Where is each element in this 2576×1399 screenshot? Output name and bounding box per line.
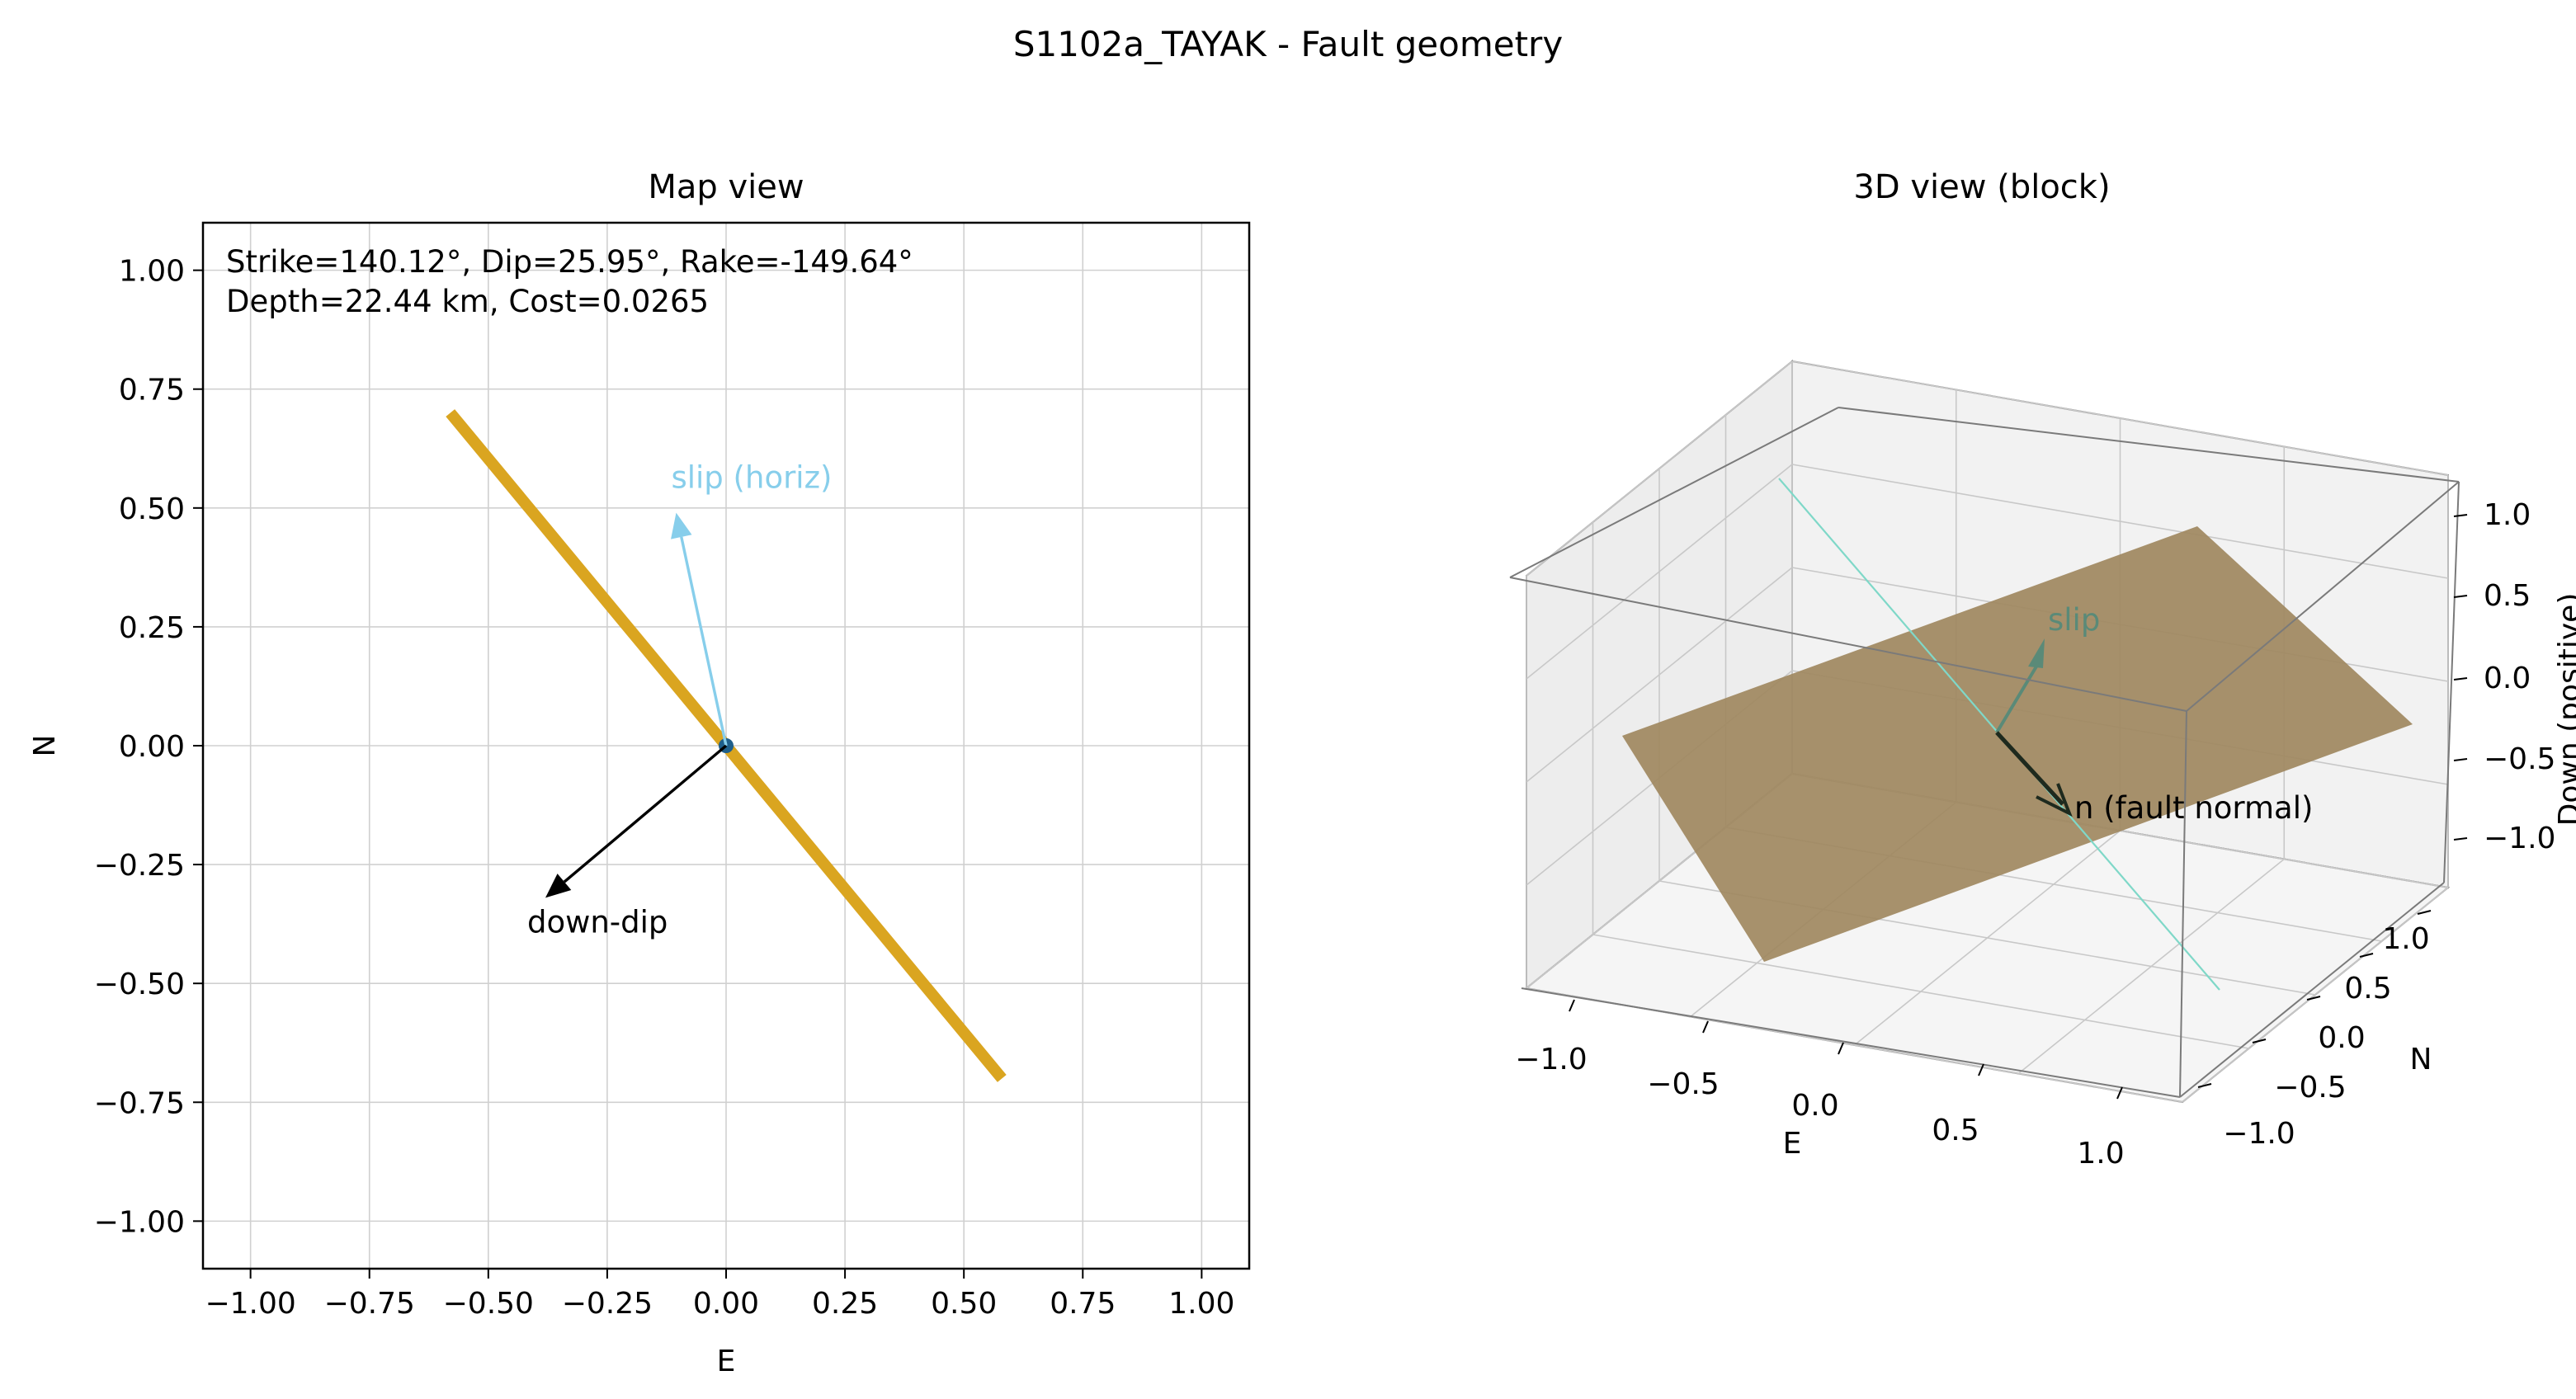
3d-y-tick — [2252, 1039, 2267, 1043]
map-x-tick-label: 0.25 — [812, 1287, 878, 1321]
3d-y-label: N — [2410, 1043, 2432, 1076]
map-x-tick-label: 1.00 — [1168, 1287, 1234, 1321]
down-dip-arrowhead — [545, 874, 572, 898]
3d-y-tick-label: −0.5 — [2274, 1071, 2346, 1105]
map-x-tick-label: 0.75 — [1050, 1287, 1116, 1321]
3d-z-tick-label: 0.5 — [2484, 579, 2531, 613]
map-ticks: −1.00 −0.75 −0.50 −0.25 0.00 0.25 0.50 0.75 1.00… — [94, 255, 1235, 1321]
3d-marks: slip n (fault normal) — [1509, 407, 2460, 1098]
map-axes-frame — [201, 221, 1251, 1270]
3d-y-tick-label: −1.0 — [2223, 1117, 2295, 1151]
map-y-label: N — [28, 735, 62, 757]
3d-gridline — [1791, 464, 2449, 579]
3d-x-tick-label: 0.0 — [1791, 1089, 1838, 1123]
3d-gridline — [1526, 464, 1793, 680]
3d-z-tick — [2453, 677, 2468, 681]
3d-x-tick — [1569, 999, 1575, 1012]
map-info-line-2: Depth=22.44 km, Cost=0.0265 — [226, 284, 709, 319]
3d-z-tick-label: −0.5 — [2484, 742, 2555, 776]
slip-vector — [1995, 665, 2038, 734]
slip-vector-label: slip — [2048, 602, 2100, 638]
map-info-line-1: Strike=140.12°, Dip=25.95°, Rake=-149.64… — [226, 244, 913, 280]
3d-y-tick-label: 0.5 — [2344, 972, 2391, 1006]
3d-z-tick-label: 0.0 — [2484, 662, 2531, 695]
map-x-tick-label: −1.00 — [205, 1287, 295, 1321]
map-x-tick-label: −0.25 — [562, 1287, 653, 1321]
3d-gridline — [2017, 858, 2285, 1075]
3d-box-edge — [2443, 481, 2460, 883]
3d-y-tick — [2417, 910, 2432, 915]
normal-vector-head — [2036, 783, 2073, 817]
3d-gridline — [2182, 887, 2449, 1103]
3d-box-edge — [2179, 882, 2445, 1098]
map-x-tick-label: 0.50 — [931, 1287, 997, 1321]
map-y-tick-label: −1.00 — [94, 1205, 185, 1239]
3d-y-tick — [2359, 953, 2374, 958]
3d-x-tick — [1702, 1020, 1709, 1034]
map-x-tick-label: −0.75 — [324, 1287, 415, 1321]
map-y-tick-label: 0.50 — [119, 492, 185, 526]
3d-z-tick — [2453, 758, 2468, 761]
map-view-panel: Map view −1.00 −0.75 −0.50 −0.25 0.00 0.25 0.5… — [28, 168, 1251, 1378]
down-dip-arrow — [563, 744, 728, 883]
3d-view-panel: 3D view (block) slip n (fault normal) −1.… — [1509, 168, 2576, 1171]
3d-z-tick — [2453, 837, 2468, 841]
3d-gridline — [1526, 567, 1793, 783]
3d-y-tick — [2306, 996, 2321, 1001]
3d-box-edge — [2179, 710, 2187, 1098]
slip-horiz-label: slip (horiz) — [671, 460, 832, 496]
3d-x-tick — [2116, 1086, 2123, 1100]
3d-z-tick — [2453, 595, 2468, 598]
3d-y-tick — [2197, 1083, 2212, 1088]
map-y-tick-label: −0.25 — [94, 849, 185, 883]
down-dip-label: down-dip — [527, 904, 668, 940]
map-y-tick-label: 0.00 — [119, 730, 185, 764]
3d-box-edge — [1838, 407, 2460, 483]
map-y-tick-label: −0.50 — [94, 968, 185, 1001]
3d-box-edge — [1509, 407, 1839, 578]
fault-plane — [1622, 526, 2413, 962]
map-y-tick-label: −0.75 — [94, 1086, 185, 1120]
slip-horiz-arrow — [680, 536, 728, 747]
3d-x-tick-label: −0.5 — [1647, 1067, 1719, 1101]
3d-x-tick — [1978, 1063, 1984, 1076]
map-x-tick-label: −0.50 — [443, 1287, 534, 1321]
3d-y-tick-label: 0.0 — [2318, 1021, 2365, 1055]
map-y-tick-label: 1.00 — [119, 255, 185, 289]
3d-z-tick-label: 1.0 — [2484, 498, 2531, 532]
3d-gridline — [1791, 360, 2449, 476]
slip-vector-head — [2028, 638, 2045, 668]
figure-title: S1102a_TAYAK - Fault geometry — [1013, 24, 1563, 64]
normal-vector-label: n (fault normal) — [2074, 790, 2313, 826]
map-marks: slip (horiz) down-dip — [446, 409, 1007, 1082]
3d-z-tick-label: −1.0 — [2484, 822, 2555, 855]
3d-gridline — [1526, 360, 1793, 577]
3d-x-label: E — [1783, 1127, 1802, 1161]
3d-box-edge — [2186, 481, 2460, 712]
slip-horiz-arrowhead — [671, 512, 692, 539]
3d-x-tick-label: 0.5 — [1932, 1114, 1979, 1147]
map-x-tick-label: 0.00 — [693, 1287, 759, 1321]
3d-view-title: 3D view (block) — [1853, 168, 2110, 206]
3d-ticks: −1.0 −0.5 0.0 0.5 1.0 −1.0 −0.5 0.0 0.5 1.0 −1.0 −0… — [1515, 498, 2555, 1171]
3d-box-edge — [1521, 987, 2181, 1098]
map-view-title: Map view — [648, 168, 804, 206]
3d-z-label: Down (positive) — [2553, 593, 2576, 827]
3d-z-tick — [2453, 514, 2468, 517]
3d-x-tick-label: −1.0 — [1515, 1043, 1587, 1076]
map-y-tick-label: 0.75 — [119, 374, 185, 407]
3d-x-tick — [1838, 1042, 1844, 1055]
map-y-tick-label: 0.25 — [119, 611, 185, 645]
normal-vector — [1995, 731, 2064, 806]
3d-y-tick-label: 1.0 — [2382, 922, 2429, 956]
map-x-label: E — [717, 1345, 736, 1378]
3d-box-edge — [1509, 577, 2187, 712]
3d-x-tick-label: 1.0 — [2077, 1137, 2124, 1171]
